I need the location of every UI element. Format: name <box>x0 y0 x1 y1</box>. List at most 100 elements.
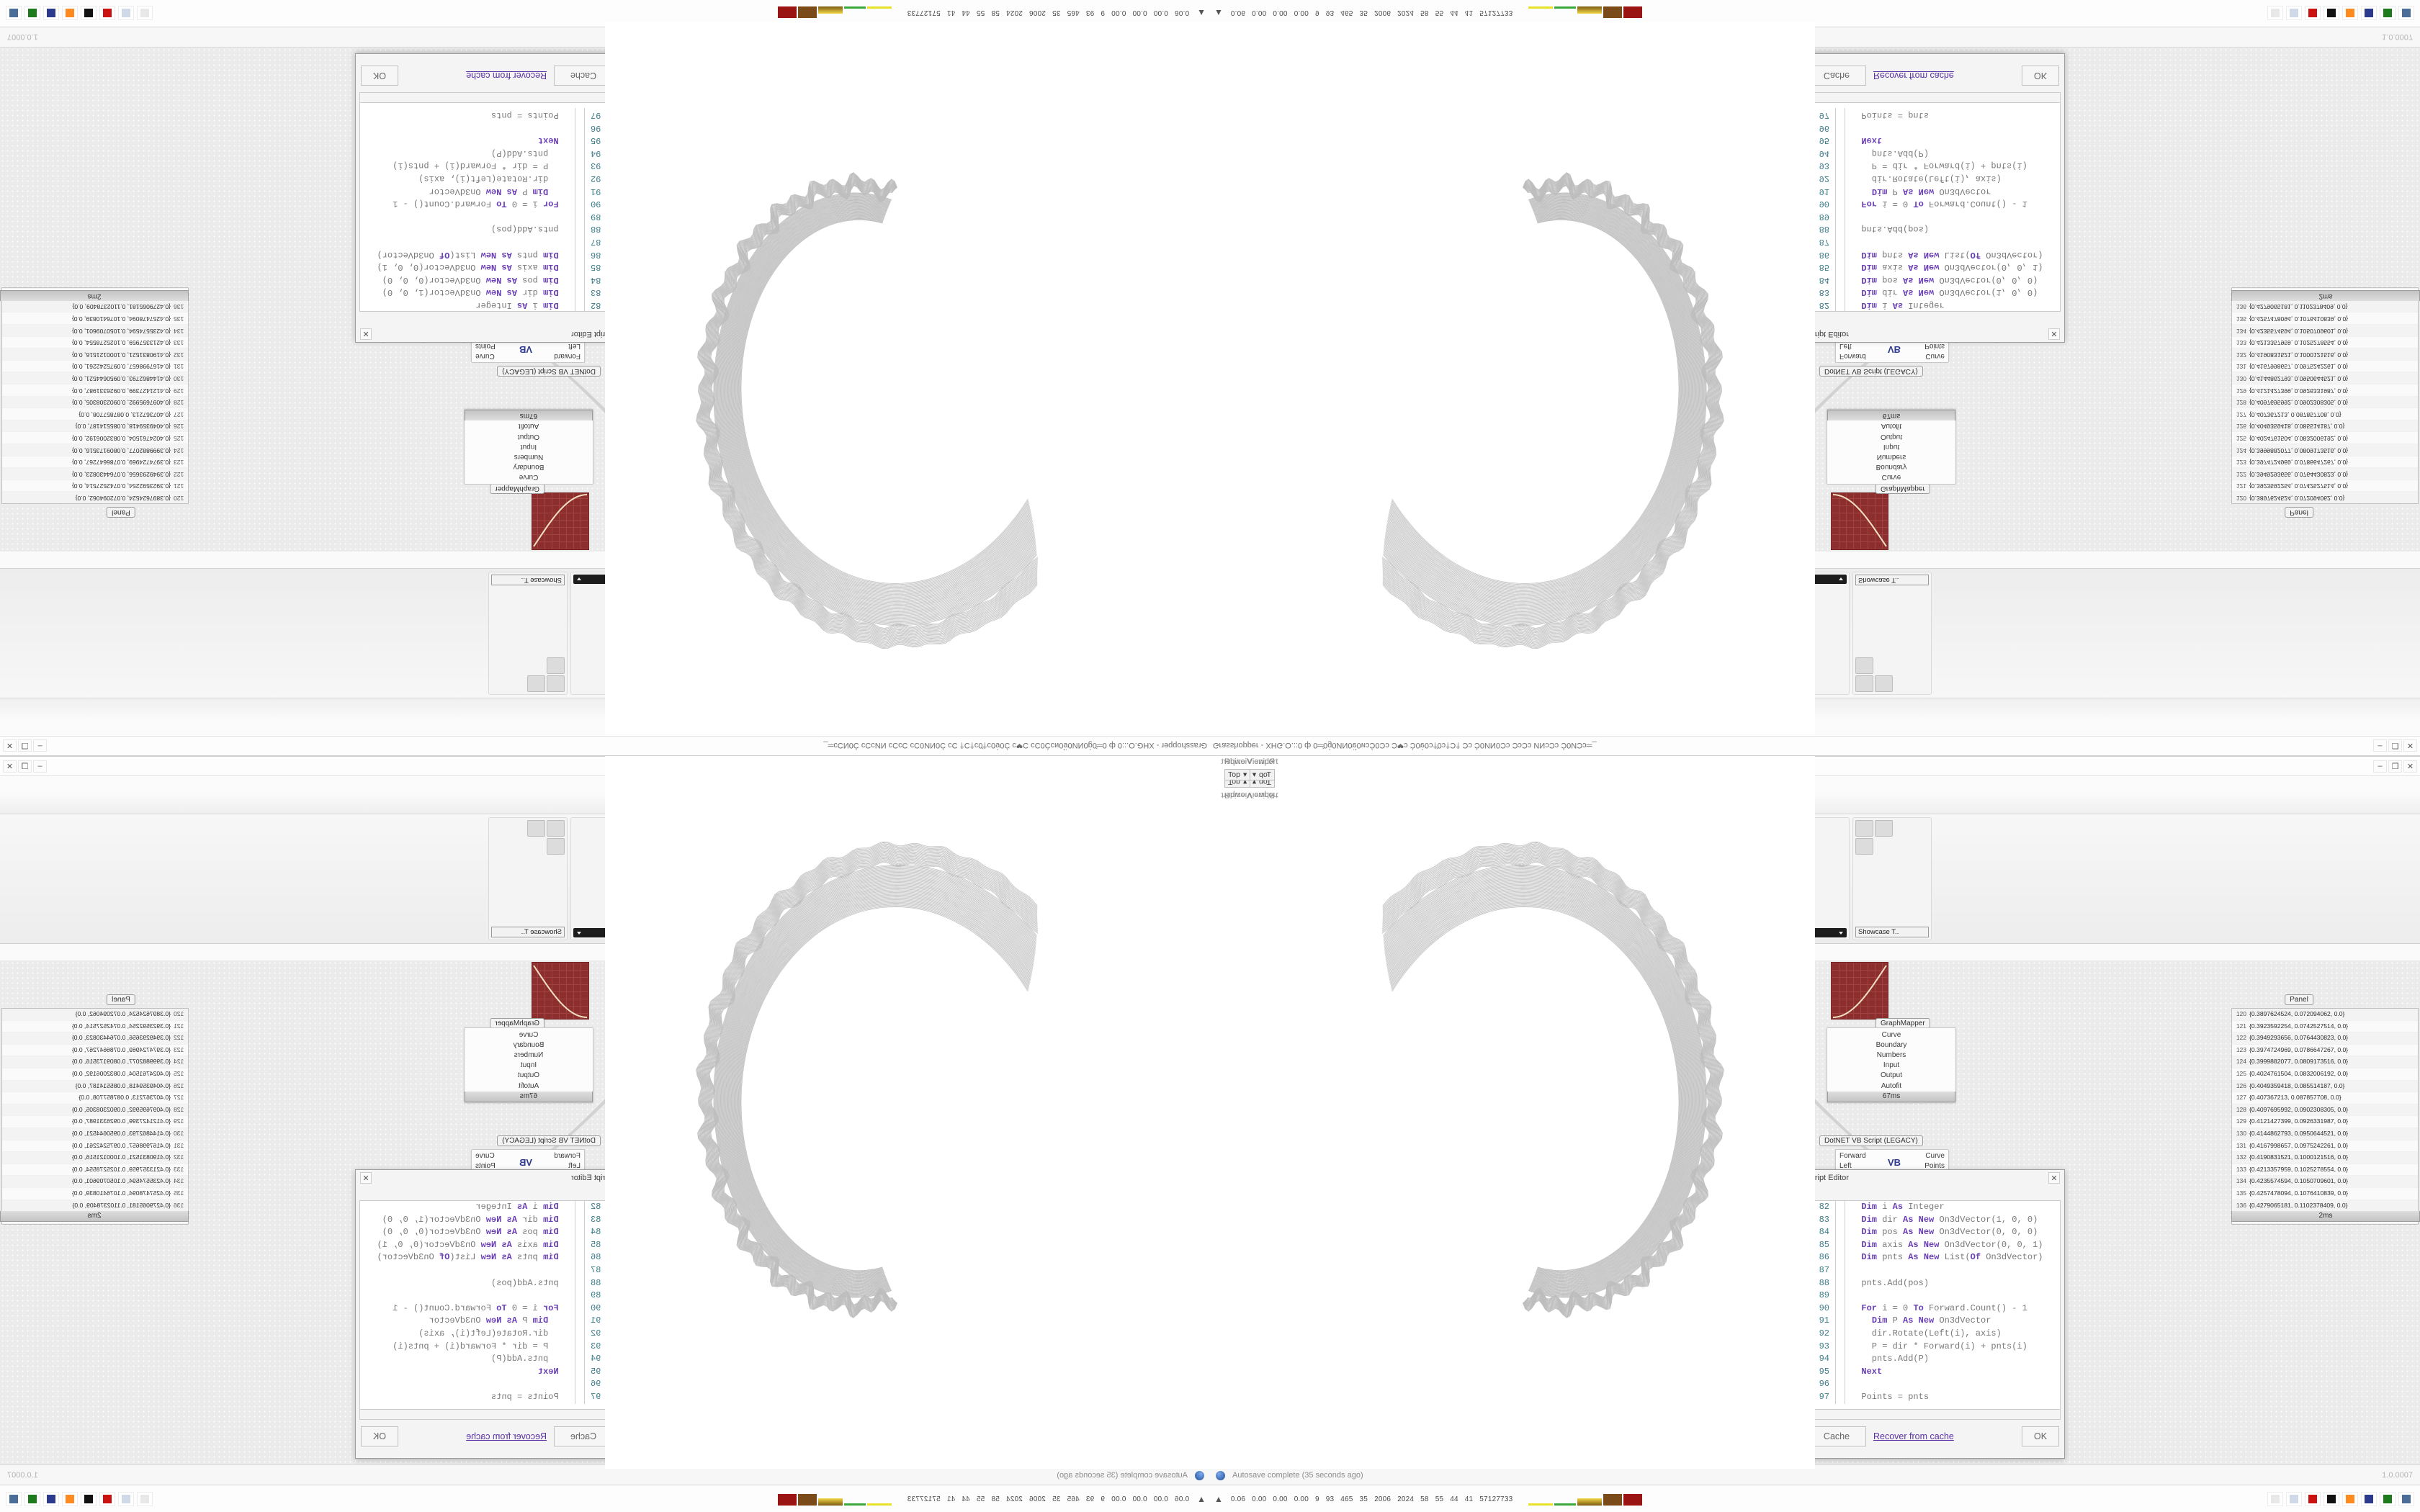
archive-icon[interactable] <box>118 6 134 20</box>
graph-mapper-component[interactable] <box>532 492 589 550</box>
ok-button[interactable]: OK <box>361 1426 398 1446</box>
curve-params-component[interactable]: Curve Boundary Numbers Input Output Auto… <box>464 1027 593 1103</box>
graph-mapper-component[interactable] <box>1831 962 1888 1020</box>
close-icon[interactable]: ✕ <box>2403 739 2417 752</box>
data-panel[interactable]: 120 {0.3897624524, 0.072094062, 0.0} 121 {0… <box>1 1008 189 1225</box>
component-icon[interactable] <box>547 675 565 692</box>
green-disk-icon[interactable] <box>2380 1492 2396 1506</box>
wolf-icon[interactable] <box>2323 6 2339 20</box>
code-hscroll[interactable] <box>359 1409 613 1420</box>
wolf-icon[interactable] <box>81 1492 97 1506</box>
vb-script-component[interactable]: Forward Left VB Curve Points 152ms <box>1835 328 1949 363</box>
rhino-view-dropdown[interactable]: Top ▾ <box>1224 769 1251 780</box>
close-icon[interactable]: ✕ <box>2403 760 2417 773</box>
vb-script-component[interactable]: Forward Left VB Curve Points 152ms <box>471 328 585 363</box>
script-editor-dialog[interactable]: Script Editor ✕ 82 Dim i As Integer 83 Di… <box>1801 53 2065 343</box>
firefox-icon[interactable] <box>62 1492 78 1506</box>
recover-from-cache-link[interactable]: Recover from cache <box>466 71 547 81</box>
code-hscroll[interactable] <box>1807 92 2061 103</box>
code-editor[interactable]: 82 Dim i As Integer 83 Dim dir As New On3… <box>1807 102 2061 312</box>
script-editor-close-icon[interactable]: ✕ <box>360 1172 372 1184</box>
code-editor[interactable]: 82 Dim i As Integer 83 Dim dir As New On3… <box>359 102 613 312</box>
monitor-icon[interactable] <box>6 1492 22 1506</box>
component-icon[interactable] <box>547 820 565 837</box>
curve-params-component[interactable]: Curve Boundary Numbers Input Output Auto… <box>1827 1027 1956 1103</box>
component-icon[interactable] <box>527 820 545 837</box>
cache-button[interactable]: Cache <box>554 66 613 86</box>
data-panel[interactable]: 120 {0.3897624524, 0.072094062, 0.0} 121 {0… <box>2231 1008 2419 1225</box>
component-icon[interactable] <box>1855 657 1873 674</box>
wolf-icon[interactable] <box>2323 1492 2339 1506</box>
recover-from-cache-link[interactable]: Recover from cache <box>466 1431 547 1441</box>
component-icon[interactable] <box>547 657 565 674</box>
recover-from-cache-link[interactable]: Recover from cache <box>1873 71 1954 81</box>
script-editor-close-icon[interactable]: ✕ <box>2048 1172 2060 1184</box>
code-editor[interactable]: 82 Dim i As Integer 83 Dim dir As New On3… <box>1807 1200 2061 1410</box>
close-icon[interactable]: ✕ <box>3 760 17 773</box>
red-circle-icon[interactable] <box>2305 6 2321 20</box>
green-disk-icon[interactable] <box>24 6 40 20</box>
ok-button[interactable]: OK <box>2022 66 2059 86</box>
code-editor[interactable]: 82 Dim i As Integer 83 Dim dir As New On3… <box>359 1200 613 1410</box>
script-editor-dialog[interactable]: Script Editor ✕ 82 Dim i As Integer 83 Di… <box>1801 1169 2065 1459</box>
minimize-icon[interactable]: – <box>2373 760 2387 773</box>
cat-icon[interactable] <box>2267 6 2283 20</box>
rhino-viewport[interactable] <box>605 756 1210 1469</box>
red-circle-icon[interactable] <box>99 1492 115 1506</box>
component-icon[interactable] <box>527 675 545 692</box>
data-panel[interactable]: 120 {0.3897624524, 0.072094062, 0.0} 121 {0… <box>2231 287 2419 504</box>
save-icon[interactable] <box>2361 1492 2377 1506</box>
script-editor-close-icon[interactable]: ✕ <box>360 328 372 340</box>
red-circle-icon[interactable] <box>2305 1492 2321 1506</box>
green-disk-icon[interactable] <box>24 1492 40 1506</box>
save-icon[interactable] <box>43 1492 59 1506</box>
wolf-icon[interactable] <box>81 6 97 20</box>
red-circle-icon[interactable] <box>99 6 115 20</box>
component-icon[interactable] <box>1855 820 1873 837</box>
save-icon[interactable] <box>2361 6 2377 20</box>
cat-icon[interactable] <box>137 1492 153 1506</box>
maximize-icon[interactable]: ❐ <box>18 760 32 773</box>
cache-button[interactable]: Cache <box>1807 1426 1866 1446</box>
archive-icon[interactable] <box>118 1492 134 1506</box>
component-icon[interactable] <box>1875 675 1893 692</box>
script-editor-close-icon[interactable]: ✕ <box>2048 328 2060 340</box>
ok-button[interactable]: OK <box>361 66 398 86</box>
component-icon[interactable] <box>547 838 565 855</box>
recover-from-cache-link[interactable]: Recover from cache <box>1873 1431 1954 1441</box>
cat-icon[interactable] <box>137 6 153 20</box>
chevron-up-icon[interactable]: ▲ <box>1197 1494 1206 1504</box>
component-icon[interactable] <box>1855 675 1873 692</box>
minimize-icon[interactable]: – <box>2373 739 2387 752</box>
rhino-viewport[interactable] <box>1210 22 1815 734</box>
maximize-icon[interactable]: ❐ <box>2388 760 2402 773</box>
minimize-icon[interactable]: – <box>33 760 47 773</box>
minimize-icon[interactable]: – <box>33 739 47 752</box>
chevron-up-icon[interactable]: ▲ <box>1197 8 1206 18</box>
monitor-icon[interactable] <box>2398 1492 2414 1506</box>
vb-script-component[interactable]: Forward Left VB Curve Points 152ms <box>471 1149 585 1184</box>
ok-button[interactable]: OK <box>2022 1426 2059 1446</box>
graph-mapper-component[interactable] <box>1831 492 1888 550</box>
rhino-viewport[interactable] <box>605 22 1210 734</box>
archive-icon[interactable] <box>2286 6 2302 20</box>
chevron-up-icon[interactable]: ▲ <box>1214 8 1223 18</box>
firefox-icon[interactable] <box>2342 1492 2358 1506</box>
monitor-icon[interactable] <box>2398 6 2414 20</box>
cat-icon[interactable] <box>2267 1492 2283 1506</box>
firefox-icon[interactable] <box>62 6 78 20</box>
save-icon[interactable] <box>43 6 59 20</box>
script-editor-dialog[interactable]: Script Editor ✕ 82 Dim i As Integer 83 Di… <box>355 53 619 343</box>
firefox-icon[interactable] <box>2342 6 2358 20</box>
close-icon[interactable]: ✕ <box>3 739 17 752</box>
curve-params-component[interactable]: Curve Boundary Numbers Input Output Auto… <box>1827 409 1956 485</box>
green-disk-icon[interactable] <box>2380 6 2396 20</box>
chevron-up-icon[interactable]: ▲ <box>1214 1494 1223 1504</box>
code-hscroll[interactable] <box>359 92 613 103</box>
component-icon[interactable] <box>1875 820 1893 837</box>
component-icon[interactable] <box>1855 838 1873 855</box>
cache-button[interactable]: Cache <box>554 1426 613 1446</box>
monitor-icon[interactable] <box>6 6 22 20</box>
maximize-icon[interactable]: ❐ <box>18 739 32 752</box>
maximize-icon[interactable]: ❐ <box>2388 739 2402 752</box>
